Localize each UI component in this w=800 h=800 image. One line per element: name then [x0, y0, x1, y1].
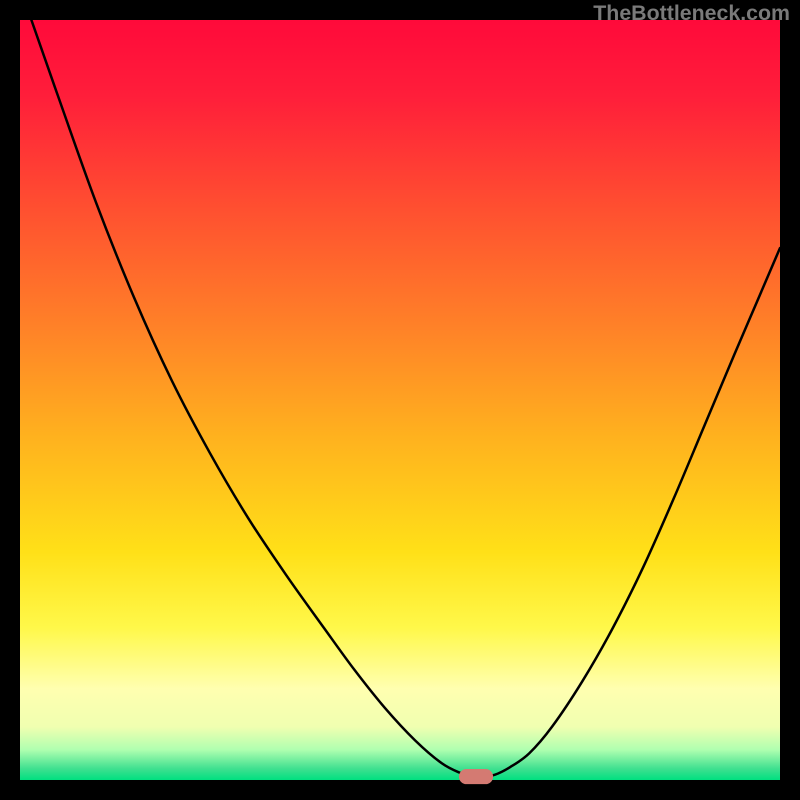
optimal-point-marker [459, 769, 493, 784]
bottleneck-curve-chart [0, 0, 800, 800]
watermark-text: TheBottleneck.com [593, 1, 790, 26]
plot-background [20, 20, 780, 780]
chart-frame: TheBottleneck.com [0, 0, 800, 800]
